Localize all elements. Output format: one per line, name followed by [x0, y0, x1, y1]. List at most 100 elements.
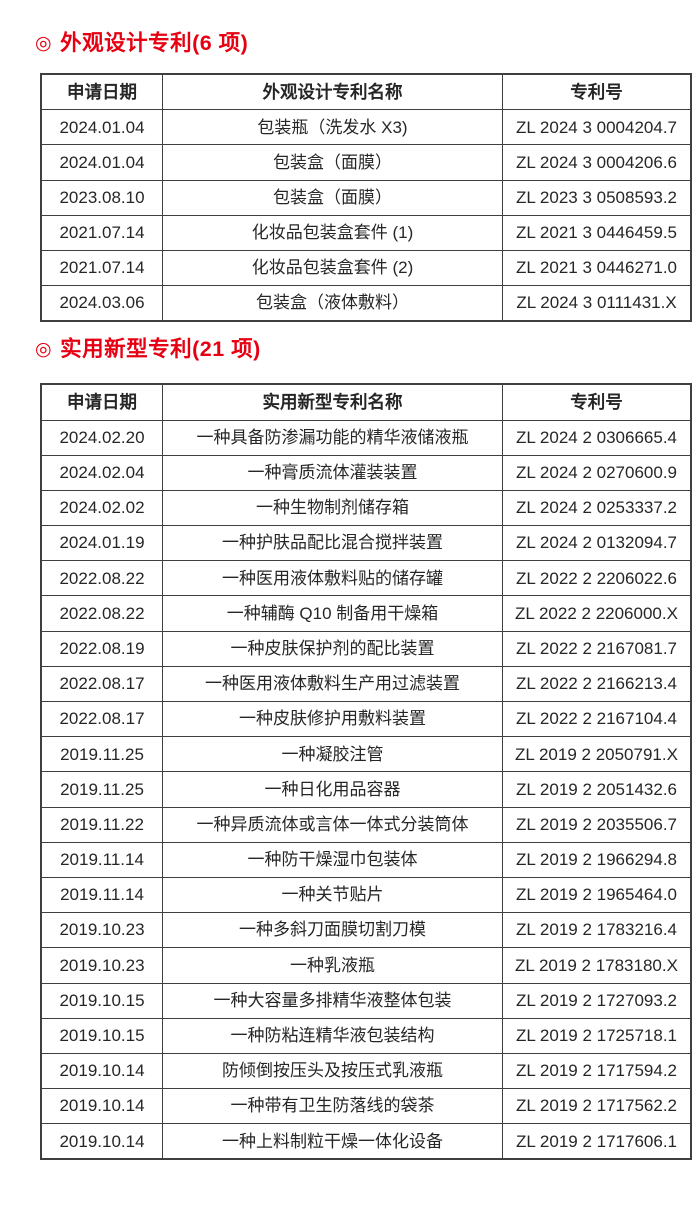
application-date-cell: 2022.08.19	[40, 630, 163, 667]
table-row: 2022.08.22 一种医用液体敷料贴的储存罐 ZL 2022 2 2206022…	[40, 560, 692, 597]
patent-name-cell: 一种护肤品配比混合搅拌装置	[162, 525, 503, 562]
table-row: 2024.02.20 一种具备防渗漏功能的精华液储液瓶 ZL 2024 2 0306…	[40, 419, 692, 456]
application-date-cell: 2024.03.06	[40, 285, 163, 322]
application-date-cell: 2021.07.14	[40, 249, 163, 287]
patent-name-cell: 一种凝胶注管	[162, 736, 503, 773]
patent-number-cell: ZL 2022 2 2166213.4	[502, 665, 692, 703]
application-date-cell: 2019.10.14	[40, 1123, 163, 1160]
table-row: 2024.02.02 一种生物制剂储存箱 ZL 2024 2 0253337.2	[40, 489, 692, 527]
table-row: 2019.10.15 一种防粘连精华液包装结构 ZL 2019 2 1725718.…	[40, 1017, 692, 1054]
design-patents-table: 申请日期 外观设计专利名称 专利号 2024.01.04 包装瓶（洗发水 X3) Z…	[40, 73, 692, 323]
table-row: 2019.11.25 一种日化用品容器 ZL 2019 2 2051432.6	[40, 771, 692, 808]
patent-number-cell: ZL 2024 3 0004206.6	[502, 144, 692, 181]
application-date-cell: 2019.11.22	[40, 806, 163, 843]
patent-number-cell: ZL 2024 2 0132094.7	[502, 525, 692, 562]
application-date-cell: 2024.02.20	[40, 419, 163, 456]
double-circle-bullet-icon: ◎	[35, 339, 53, 361]
patent-number-cell: ZL 2019 2 1717562.2	[502, 1088, 692, 1125]
table-row: 2022.08.17 一种医用液体敷料生产用过滤装置 ZL 2022 2 21662…	[40, 665, 692, 703]
table-row: 2024.01.19 一种护肤品配比混合搅拌装置 ZL 2024 2 0132094…	[40, 525, 692, 562]
application-date-cell: 2023.08.10	[40, 179, 163, 216]
patent-name-cell: 一种防干燥湿巾包装体	[162, 841, 503, 878]
application-date-cell: 2024.01.04	[40, 144, 163, 181]
application-date-header: 申请日期	[40, 383, 163, 421]
patent-name-cell: 一种医用液体敷料贴的储存罐	[162, 560, 503, 597]
patent-name-cell: 一种多斜刀面膜切割刀模	[162, 912, 503, 949]
patent-name-cell: 一种防粘连精华液包装结构	[162, 1017, 503, 1054]
table-row: 2022.08.17 一种皮肤修护用敷料装置 ZL 2022 2 2167104.4	[40, 700, 692, 738]
patent-name-cell: 一种上料制粒干燥一体化设备	[162, 1123, 503, 1160]
table-row: 2021.07.14 化妆品包装盒套件 (2) ZL 2021 3 0446271.…	[40, 249, 692, 287]
patent-name-cell: 化妆品包装盒套件 (2)	[162, 249, 503, 287]
utility-patents-title: ◎ 实用新型专利(21 项)	[35, 337, 700, 363]
application-date-cell: 2019.10.23	[40, 947, 163, 984]
patent-name-cell: 一种膏质流体灌装装置	[162, 454, 503, 491]
patent-number-cell: ZL 2019 2 1725718.1	[502, 1017, 692, 1054]
table-row: 2019.10.15 一种大容量多排精华液整体包装 ZL 2019 2 172709…	[40, 982, 692, 1019]
patent-name-cell: 防倾倒按压头及按压式乳液瓶	[162, 1052, 503, 1090]
table-row: 2021.07.14 化妆品包装盒套件 (1) ZL 2021 3 0446459.…	[40, 214, 692, 251]
patent-name-cell: 化妆品包装盒套件 (1)	[162, 214, 503, 251]
patent-name-cell: 一种生物制剂储存箱	[162, 489, 503, 527]
patent-number-cell: ZL 2019 2 1717594.2	[502, 1052, 692, 1090]
patent-number-cell: ZL 2024 3 0111431.X	[502, 285, 692, 322]
patent-name-cell: 包装盒（面膜）	[162, 144, 503, 181]
patent-name-cell: 一种日化用品容器	[162, 771, 503, 808]
application-date-cell: 2022.08.17	[40, 665, 163, 703]
application-date-cell: 2019.11.25	[40, 771, 163, 808]
patent-number-cell: ZL 2019 2 2035506.7	[502, 806, 692, 843]
table-header-row: 申请日期 实用新型专利名称 专利号	[40, 383, 692, 421]
patent-name-cell: 一种大容量多排精华液整体包装	[162, 982, 503, 1019]
application-date-cell: 2019.10.15	[40, 1017, 163, 1054]
patent-name-cell: 一种医用液体敷料生产用过滤装置	[162, 665, 503, 703]
patent-number-cell: ZL 2019 2 1727093.2	[502, 982, 692, 1019]
table-row: 2019.11.25 一种凝胶注管 ZL 2019 2 2050791.X	[40, 736, 692, 773]
table-row: 2022.08.22 一种辅酶 Q10 制备用干燥箱 ZL 2022 2 22060…	[40, 595, 692, 632]
patent-number-cell: ZL 2019 2 1783216.4	[502, 912, 692, 949]
patent-name-cell: 一种具备防渗漏功能的精华液储液瓶	[162, 419, 503, 456]
patent-name-header: 实用新型专利名称	[162, 383, 503, 421]
application-date-cell: 2022.08.22	[40, 560, 163, 597]
table-row: 2019.11.14 一种关节贴片 ZL 2019 2 1965464.0	[40, 876, 692, 914]
table-row: 2024.02.04 一种膏质流体灌装装置 ZL 2024 2 0270600.9	[40, 454, 692, 491]
table-row: 2024.01.04 包装瓶（洗发水 X3) ZL 2024 3 0004204.7	[40, 109, 692, 146]
patent-name-cell: 一种异质流体或言体一体式分装筒体	[162, 806, 503, 843]
patent-number-header: 专利号	[502, 73, 692, 111]
application-date-cell: 2024.01.04	[40, 109, 163, 146]
application-date-cell: 2019.11.14	[40, 841, 163, 878]
patent-number-cell: ZL 2021 3 0446459.5	[502, 214, 692, 251]
patent-number-cell: ZL 2022 2 2167104.4	[502, 700, 692, 738]
patent-number-cell: ZL 2019 2 1965464.0	[502, 876, 692, 914]
patent-number-cell: ZL 2022 2 2206000.X	[502, 595, 692, 632]
design-patents-section: ◎ 外观设计专利(6 项) 申请日期 外观设计专利名称 专利号 2024.01.0…	[0, 0, 700, 323]
application-date-cell: 2024.02.04	[40, 454, 163, 491]
design-patents-title: ◎ 外观设计专利(6 项)	[35, 0, 700, 57]
patent-name-cell: 一种皮肤保护剂的配比装置	[162, 630, 503, 667]
patent-name-cell: 一种带有卫生防落线的袋茶	[162, 1088, 503, 1125]
table-row: 2022.08.19 一种皮肤保护剂的配比装置 ZL 2022 2 2167081.…	[40, 630, 692, 667]
application-date-cell: 2019.11.25	[40, 736, 163, 773]
application-date-cell: 2019.11.14	[40, 876, 163, 914]
patent-number-cell: ZL 2019 2 1966294.8	[502, 841, 692, 878]
patent-number-cell: ZL 2019 2 2050791.X	[502, 736, 692, 773]
application-date-cell: 2022.08.17	[40, 700, 163, 738]
patent-number-cell: ZL 2021 3 0446271.0	[502, 249, 692, 287]
design-patents-table-body: 2024.01.04 包装瓶（洗发水 X3) ZL 2024 3 0004204.7…	[40, 109, 692, 322]
table-row: 2019.10.14 防倾倒按压头及按压式乳液瓶 ZL 2019 2 1717594…	[40, 1052, 692, 1090]
application-date-cell: 2019.10.15	[40, 982, 163, 1019]
patent-name-cell: 包装盒（液体敷料）	[162, 285, 503, 322]
patent-number-cell: ZL 2024 2 0270600.9	[502, 454, 692, 491]
patent-number-cell: ZL 2024 2 0306665.4	[502, 419, 692, 456]
patent-number-header: 专利号	[502, 383, 692, 421]
patent-name-cell: 一种关节贴片	[162, 876, 503, 914]
application-date-header: 申请日期	[40, 73, 163, 111]
section-title-text: 实用新型专利(21 项)	[60, 337, 261, 362]
application-date-cell: 2019.10.23	[40, 912, 163, 949]
patent-name-header: 外观设计专利名称	[162, 73, 503, 111]
table-row: 2019.10.14 一种带有卫生防落线的袋茶 ZL 2019 2 1717562.…	[40, 1088, 692, 1125]
application-date-cell: 2022.08.22	[40, 595, 163, 632]
application-date-cell: 2024.01.19	[40, 525, 163, 562]
patent-number-cell: ZL 2019 2 1783180.X	[502, 947, 692, 984]
patent-name-cell: 一种皮肤修护用敷料装置	[162, 700, 503, 738]
